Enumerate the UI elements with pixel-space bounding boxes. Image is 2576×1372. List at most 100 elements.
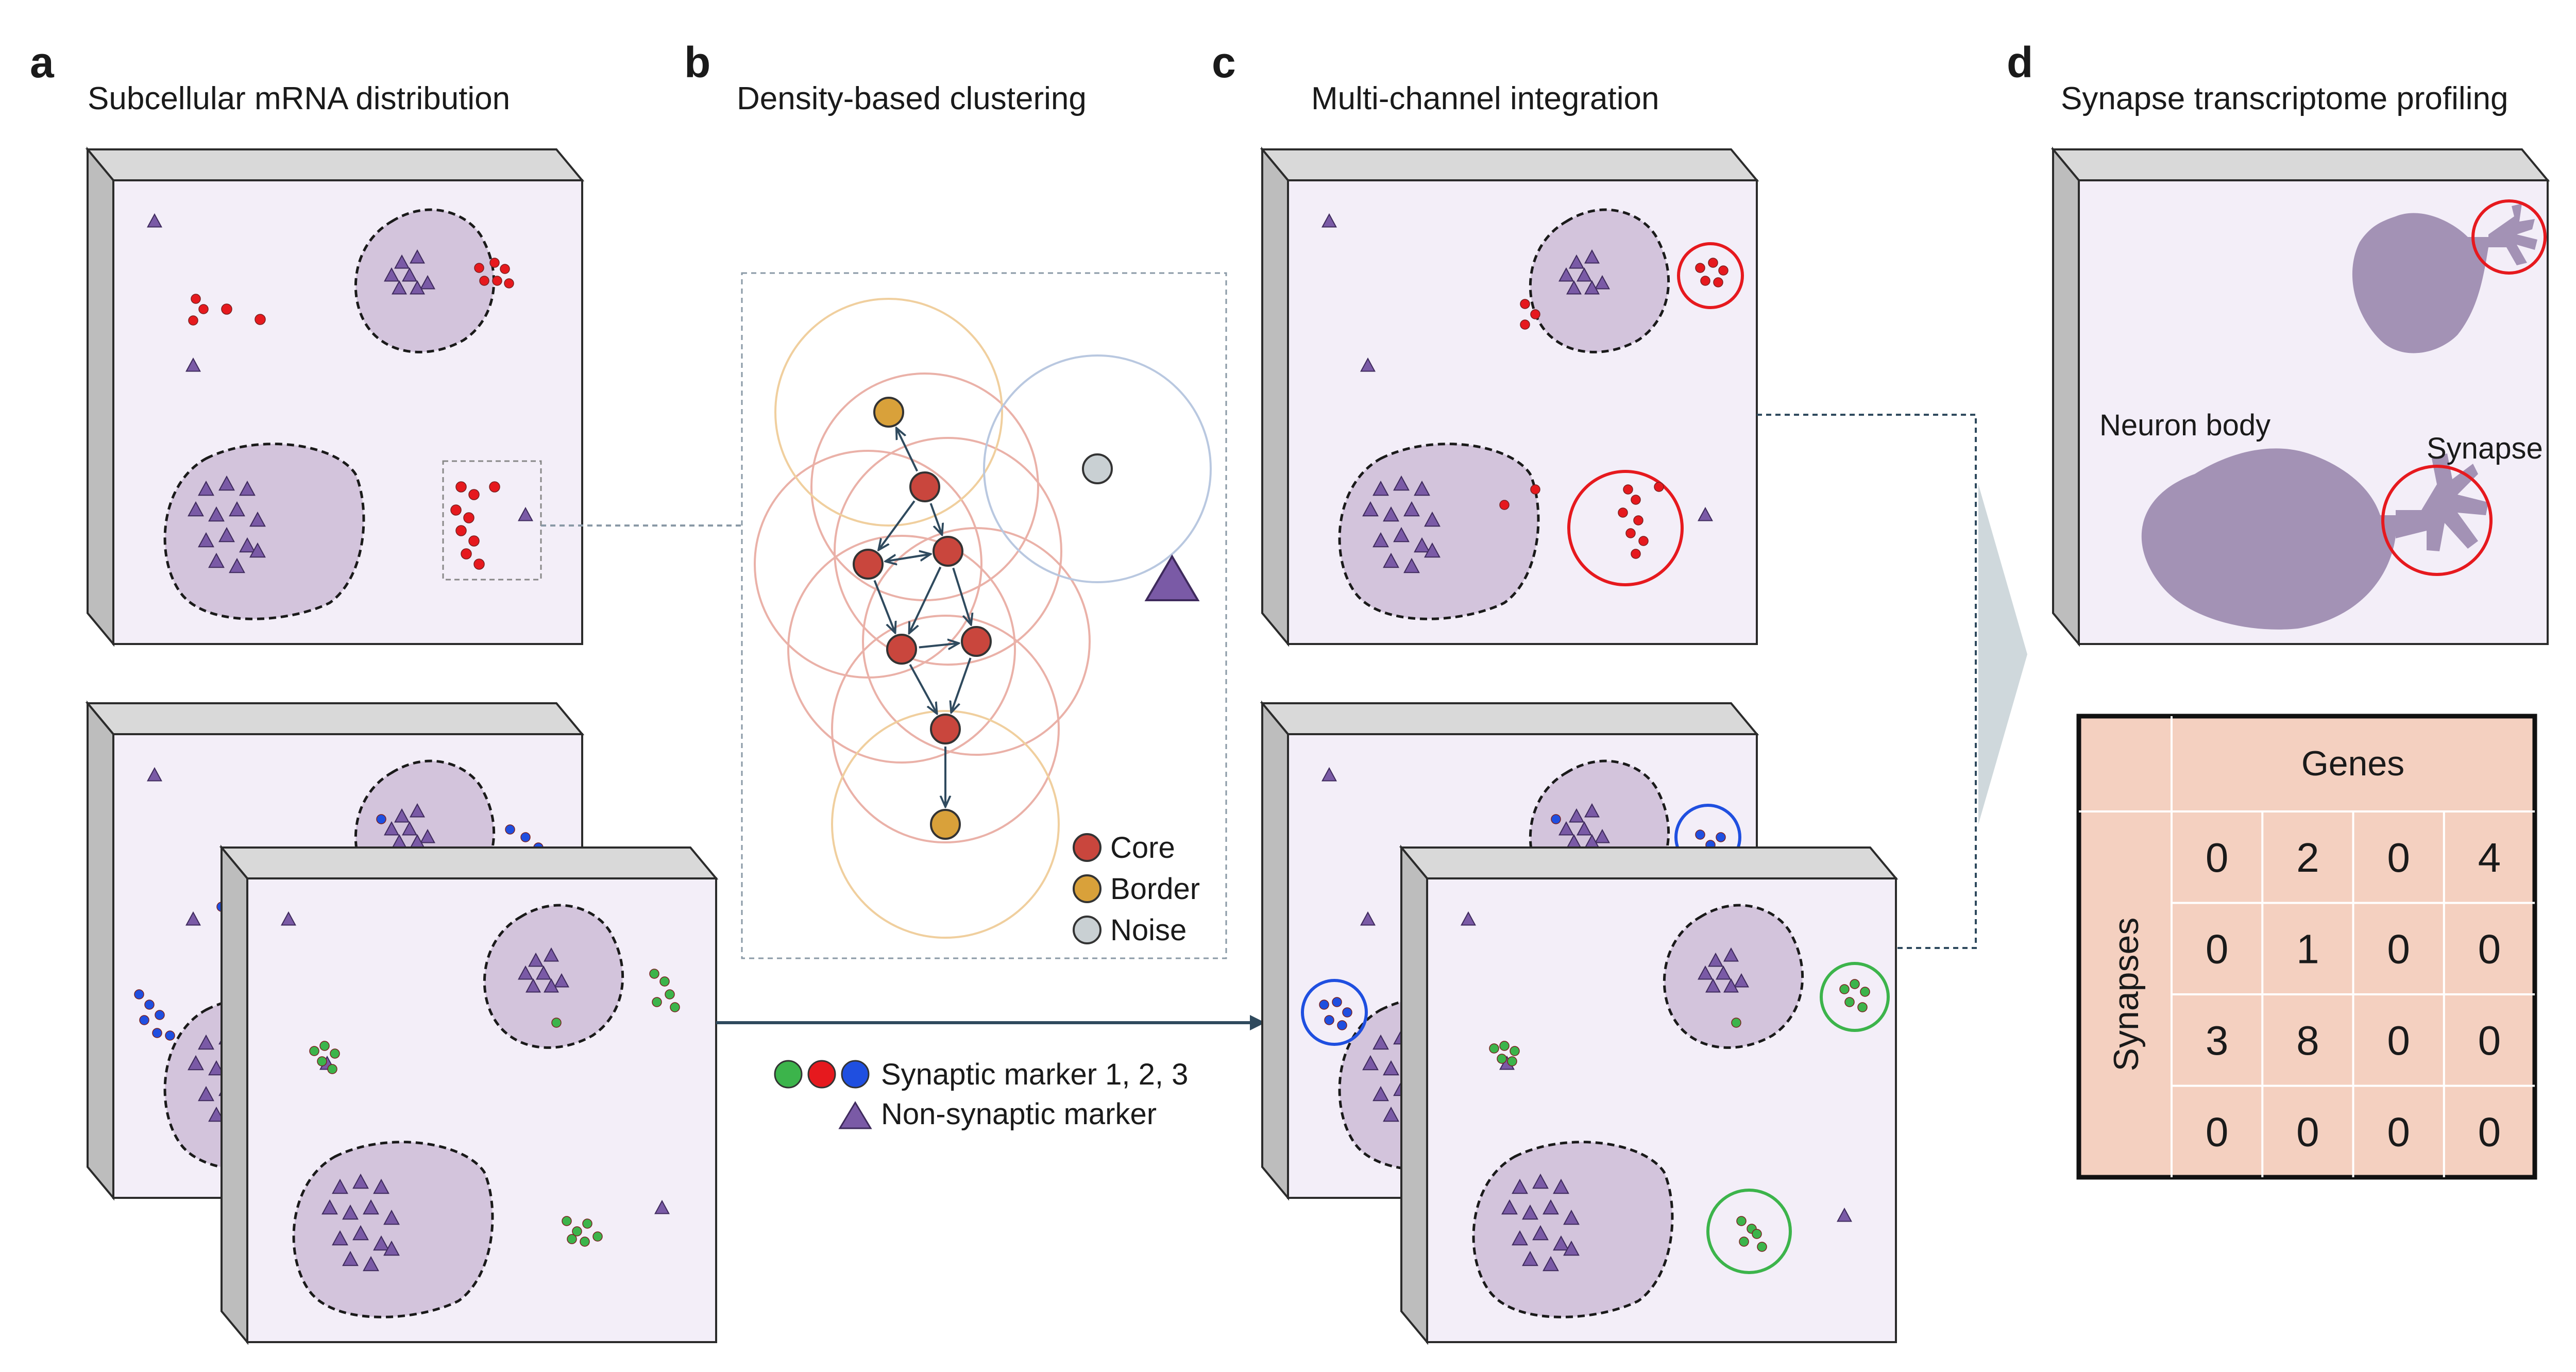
synaptic-marker-dot: [461, 548, 472, 560]
matrix-row-header: Synapses: [2107, 918, 2146, 1072]
synaptic-marker-dot: [1718, 265, 1728, 276]
nonsynaptic-marker-icon: [1383, 1106, 1399, 1122]
panel-d-title: Synapse transcriptome profiling: [2061, 81, 2508, 116]
synaptic-marker-2-swatch: [807, 1060, 836, 1089]
nonsynaptic-marker-icon: [208, 1060, 225, 1076]
synaptic-marker-dot: [1844, 997, 1855, 1007]
nonsynaptic-marker-icon: [383, 1209, 400, 1225]
tissue-box-c-top: [1260, 146, 1759, 647]
nonsynaptic-marker-icon: [1553, 1235, 1569, 1251]
synaptic-marker-dot: [1507, 1056, 1517, 1066]
synaptic-marker-dot: [492, 276, 502, 286]
matrix-cell-value: 0: [2478, 1109, 2501, 1155]
nonsynaptic-marker-icon: [526, 978, 541, 993]
nonsynaptic-marker-icon: [1360, 357, 1376, 372]
legend-core-swatch: [1073, 833, 1101, 862]
legend-noise: Noise: [1073, 913, 1187, 947]
synaptic-marker-dot: [1695, 829, 1705, 840]
synaptic-marker-dot: [1700, 276, 1710, 286]
nonsynaptic-marker-icon: [410, 280, 425, 295]
synaptic-marker-dot: [1631, 495, 1641, 505]
synaptic-marker-dot: [572, 1226, 582, 1237]
panel-b-letter: b: [684, 38, 710, 87]
synaptic-marker-dot: [139, 1015, 149, 1025]
tissue-box-c-front: [1399, 844, 1899, 1345]
nonsynaptic-marker-icon: [147, 767, 162, 782]
matrix-cell-value: 0: [2206, 926, 2229, 972]
nonsynaptic-marker-icon: [1584, 803, 1600, 818]
synaptic-marker-dot: [468, 489, 480, 500]
synaptic-marker-dot: [474, 263, 484, 273]
cluster-points: [853, 397, 1113, 840]
matrix-cell-value: 0: [2478, 926, 2501, 972]
matrix-cell-value: 0: [2296, 1109, 2319, 1155]
synaptic-marker-dot: [327, 1064, 337, 1074]
nonsynaptic-marker-icon: [198, 1034, 214, 1050]
nonsynaptic-marker-icon: [188, 501, 204, 517]
synaptic-marker-dot: [670, 1002, 680, 1012]
nonsynaptic-marker-icon: [1414, 480, 1430, 496]
synaptic-marker-dot: [652, 997, 662, 1007]
synaptic-marker-dot: [580, 1237, 590, 1247]
synaptic-marker-dot: [221, 303, 232, 315]
nonsynaptic-marker-icon: [1360, 911, 1376, 926]
synaptic-marker-dot: [479, 276, 489, 286]
synaptic-marker-dot: [255, 314, 266, 325]
nonsynaptic-marker-icon: [332, 1178, 348, 1194]
nonsynaptic-marker-icon: [394, 808, 410, 823]
synaptic-marker-dot: [1497, 1054, 1507, 1064]
synaptic-marker-dot: [191, 294, 201, 304]
nonsynaptic-marker-icon: [208, 552, 225, 568]
nonsynaptic-marker-icon: [1522, 1250, 1538, 1266]
legend-noise-swatch: [1073, 916, 1101, 944]
synaptic-marker-dot: [1623, 484, 1633, 495]
epsilon-circle-core: [831, 615, 1060, 843]
nonsynaptic-marker-icon: [373, 1235, 389, 1251]
synaptic-marker-dot: [450, 504, 462, 516]
synaptic-marker-dot: [1489, 1043, 1499, 1054]
tissue-box-d: Neuron body Synapse: [2050, 146, 2550, 647]
nonsynaptic-marker-icon: [544, 947, 559, 962]
synaptic-marker-1-swatch: [774, 1060, 803, 1089]
panel-a: a Subcellular mRNA distribution: [30, 38, 719, 1345]
synaptic-marker-dot: [1850, 979, 1860, 989]
legend-core-label: Core: [1110, 831, 1175, 865]
nonsynaptic-marker-icon: [1383, 506, 1399, 522]
synaptic-marker-dot: [582, 1218, 592, 1229]
nonsynaptic-marker-label: Non-synaptic marker: [881, 1097, 1157, 1131]
synapse-small: [2488, 204, 2537, 265]
synaptic-marker-dot: [1510, 1046, 1520, 1056]
synaptic-marker-dot: [1520, 299, 1530, 309]
synaptic-marker-dot: [152, 1028, 162, 1038]
synaptic-marker-dot: [1530, 484, 1540, 495]
synaptic-marker-dot: [1530, 309, 1540, 319]
marker-legend: Synaptic marker 1, 2, 3 Non-synaptic mar…: [774, 1058, 1188, 1131]
nonsynaptic-marker-icon: [321, 1199, 338, 1215]
nonsynaptic-marker-icon: [1698, 506, 1713, 521]
matrix-cell-value: 0: [2387, 1018, 2410, 1063]
nonsynaptic-marker-icon: [147, 213, 162, 228]
synaptic-marker-dot: [1342, 1007, 1352, 1018]
nonsynaptic-marker-icon: [352, 1173, 369, 1189]
synapse-gene-matrix: Genes Synapses 0 2 0 4 0 1 0 0 3 8 0 0 0 0 0 0: [2076, 714, 2537, 1180]
synaptic-marker-dot: [1752, 1229, 1762, 1239]
synaptic-marker-dot: [319, 1041, 330, 1051]
synaptic-marker-dot: [317, 1056, 327, 1066]
matrix-cell-value: 0: [2387, 926, 2410, 972]
tissue-box-a-top: [85, 146, 585, 647]
panel-d: d Synapse transcriptome profiling Neuron…: [2007, 38, 2550, 1180]
nonsynaptic-marker-icon: [402, 267, 417, 282]
nonsynaptic-marker-icon: [1403, 501, 1420, 517]
synapse-circle-small: [2471, 199, 2547, 275]
nonsynaptic-marker-icon: [384, 267, 399, 282]
synaptic-marker-dot: [551, 1018, 562, 1028]
panel-a-letter: a: [30, 38, 55, 87]
legend-noise-label: Noise: [1110, 913, 1187, 947]
nonsynaptic-marker-icon: [229, 557, 245, 573]
matrix-cell-value: 0: [2387, 835, 2410, 880]
synaptic-marker-dot: [520, 832, 531, 842]
density-edges: [873, 428, 971, 807]
panel-c: c Multi-channel integration: [1212, 38, 1899, 1345]
epsilon-circle-noise: [983, 354, 1212, 583]
nonsynaptic-marker-icon: [229, 501, 245, 517]
